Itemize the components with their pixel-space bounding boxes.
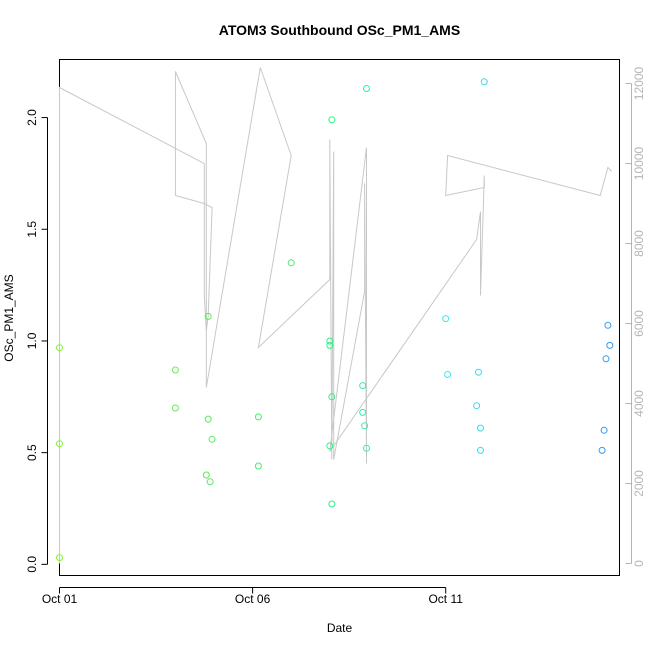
data-point <box>473 402 481 410</box>
data-point <box>326 337 334 345</box>
y2-tick-label: 6000 <box>632 310 646 337</box>
y2-tick-label: 12000 <box>632 66 646 100</box>
data-point <box>359 382 367 390</box>
data-point <box>604 321 612 329</box>
data-point <box>363 85 370 92</box>
data-point <box>444 371 452 378</box>
data-point <box>598 446 606 454</box>
data-point <box>56 344 63 352</box>
y2-axis: 0 2000 4000 6000 8000 10000 12000 <box>625 66 646 567</box>
data-point <box>477 424 484 432</box>
data-point <box>606 341 614 349</box>
x-tick-label: Oct 06 <box>235 592 271 606</box>
points-layer <box>56 78 614 562</box>
x-axis-label: Date <box>327 621 353 635</box>
data-point <box>359 408 367 416</box>
data-point <box>326 341 334 349</box>
secondary-series-line <box>59 67 613 564</box>
plot-area-frame <box>59 59 620 576</box>
x-tick-label: Oct 01 <box>42 592 78 606</box>
y-tick-label: 0.0 <box>25 556 39 573</box>
y-tick-label: 1.5 <box>25 221 39 238</box>
data-point <box>363 444 370 452</box>
data-point <box>56 554 63 562</box>
data-point <box>171 404 179 412</box>
data-point <box>254 462 262 470</box>
y-tick-label: 1.0 <box>25 332 39 349</box>
y2-tick-label: 4000 <box>632 390 646 417</box>
y2-tick-label: 10000 <box>632 146 646 180</box>
data-point <box>475 368 482 376</box>
data-point <box>361 422 369 430</box>
data-point <box>287 259 295 267</box>
data-point <box>204 312 212 320</box>
data-point <box>171 366 179 374</box>
y-tick-label: 2.0 <box>25 109 39 126</box>
data-point <box>206 478 214 486</box>
y-tick-label: 0.5 <box>25 444 39 461</box>
y2-tick-label: 8000 <box>632 230 646 257</box>
y2-tick-label: 0 <box>632 560 646 567</box>
data-point <box>328 116 336 124</box>
data-point <box>254 413 262 421</box>
y-axis-label: OSc_PM1_AMS <box>2 274 16 361</box>
data-point <box>477 446 484 454</box>
y2-tick-label: 2000 <box>632 470 646 497</box>
data-point <box>202 471 210 479</box>
data-point <box>326 442 334 450</box>
data-point <box>56 440 63 448</box>
data-point <box>204 415 212 423</box>
y-axis: 0.0 0.5 1.0 1.5 2.0 <box>25 109 48 573</box>
data-point <box>208 435 216 443</box>
data-point <box>328 393 336 401</box>
x-tick-label: Oct 11 <box>428 592 463 606</box>
chart-title: ATOM3 Southbound OSc_PM1_AMS <box>219 22 460 38</box>
data-point <box>480 78 488 86</box>
data-point <box>442 315 450 323</box>
data-point <box>602 355 610 363</box>
secondary-line-layer <box>59 67 613 564</box>
data-point <box>600 426 608 434</box>
x-axis: Oct 01 Oct 06 Oct 11 <box>42 587 463 606</box>
data-point <box>328 500 336 508</box>
